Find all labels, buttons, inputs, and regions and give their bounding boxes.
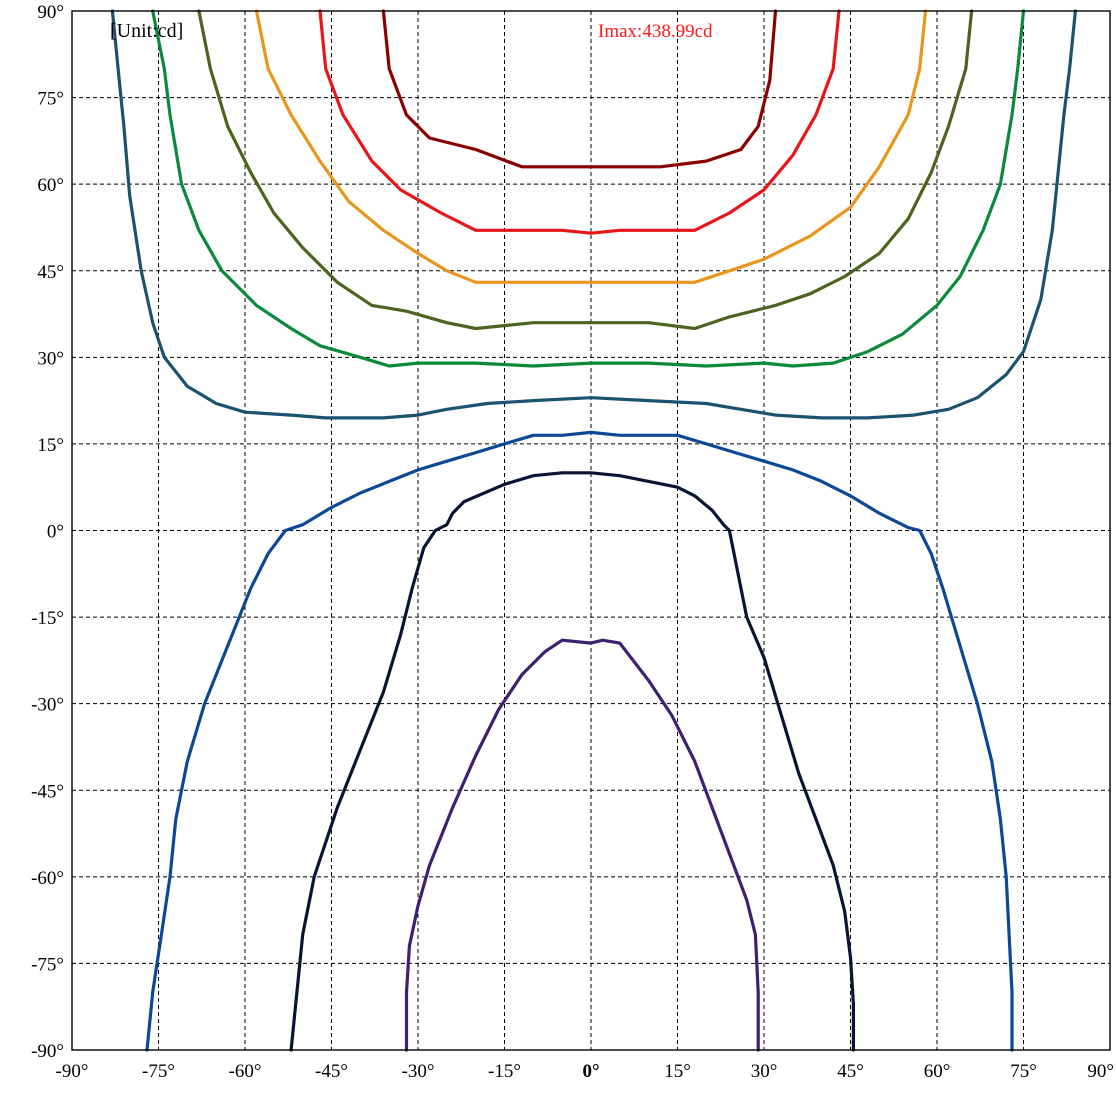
plot-frame <box>71 10 1111 1051</box>
x-tick-label: -90° <box>56 1061 89 1082</box>
y-tick-label: 60° <box>37 175 64 196</box>
isoline-series-1 <box>381 9 778 169</box>
isoline-series-5 <box>151 9 1026 368</box>
isoline-series-6 <box>110 9 1077 420</box>
x-tick-label: 45° <box>837 1061 864 1082</box>
y-tick-label: 45° <box>37 262 64 283</box>
isoline-series-7 <box>145 430 1014 1052</box>
y-tick-label: -90° <box>31 1041 64 1062</box>
series-layer <box>110 9 1077 1052</box>
x-tick-label: 30° <box>751 1061 778 1082</box>
x-tick-label: -15° <box>488 1061 521 1082</box>
x-tick-label: -30° <box>402 1061 435 1082</box>
y-tick-label: 0° <box>47 522 64 543</box>
y-tick-label: -60° <box>31 868 64 889</box>
y-tick-label: 30° <box>37 348 64 369</box>
x-tick-label: 15° <box>664 1061 691 1082</box>
imax-label: Imax:438.99cd <box>598 21 713 42</box>
y-tick-label: -45° <box>31 781 64 802</box>
y-tick-label: -30° <box>31 695 64 716</box>
y-tick-label: 90° <box>37 2 64 23</box>
grid-lines <box>72 11 1110 1050</box>
x-tick-label: -45° <box>315 1061 348 1082</box>
x-tick-labels: -90° -75° -60° -45° -30° -15° 0° 15° 30° 45° 60° 75… <box>56 1061 1114 1082</box>
y-tick-label: 75° <box>37 89 64 110</box>
x-tick-label: 60° <box>924 1061 951 1082</box>
y-tick-labels: 90° 75° 60° 45° 30° 15° 0° -15° -30° -45° -60° -75°… <box>31 2 64 1062</box>
y-tick-label: -75° <box>31 954 64 975</box>
isoline-series-4 <box>197 9 974 331</box>
y-tick-label: 15° <box>37 435 64 456</box>
y-tick-label: -15° <box>31 608 64 629</box>
unit-label: [Unit:cd] <box>110 20 183 42</box>
x-tick-label: -75° <box>142 1061 175 1082</box>
x-tick-label: 75° <box>1010 1061 1037 1082</box>
isoline-series-3 <box>254 9 928 284</box>
x-tick-label: 0° <box>582 1061 599 1082</box>
isoline-series-9 <box>404 638 760 1052</box>
x-tick-label: 90° <box>1087 1061 1114 1082</box>
isoline-series-2 <box>318 9 841 235</box>
x-tick-label: -60° <box>229 1061 262 1082</box>
isoline-series-8 <box>289 471 855 1052</box>
